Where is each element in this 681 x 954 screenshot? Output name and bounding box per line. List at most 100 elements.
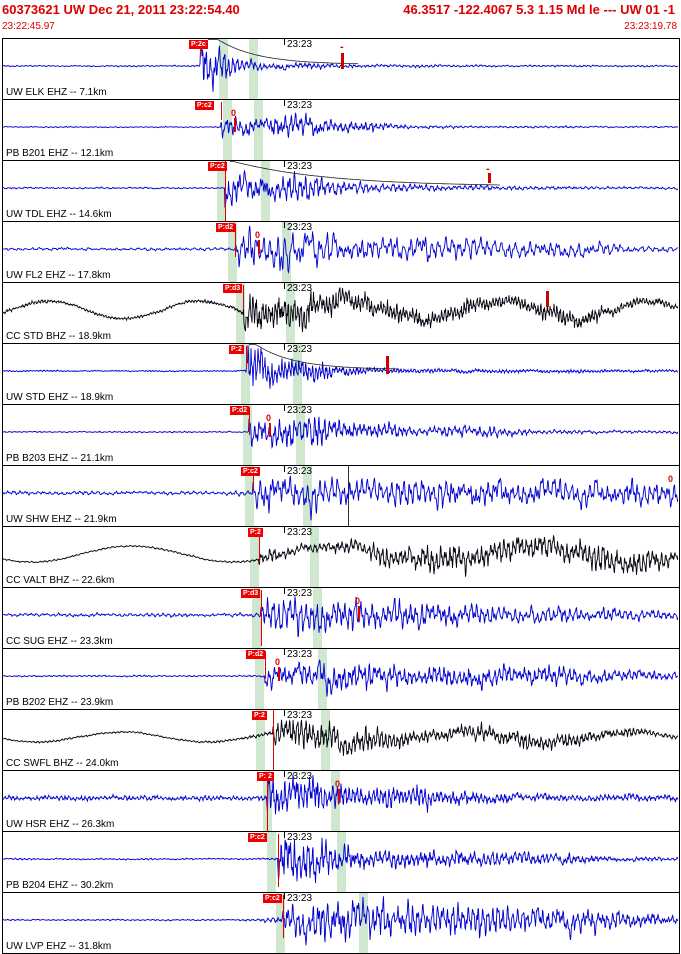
- trace-panel[interactable]: P:d2 0 23:23 UW FL2 EHZ -- 17.8km: [2, 221, 680, 283]
- s-window-band: [255, 649, 264, 709]
- trace-panel[interactable]: P:2 23:23 UW STD EHZ -- 18.9km: [2, 343, 680, 405]
- station-label: UW FL2 EHZ -- 17.8km: [6, 270, 111, 281]
- minute-tick: [284, 710, 285, 716]
- coda-zero-mark[interactable]: 0: [668, 474, 674, 484]
- coda-dash-mark[interactable]: -: [340, 41, 344, 53]
- coda-duration-mark[interactable]: [341, 53, 344, 69]
- p-pick-flag[interactable]: P:c2: [195, 101, 214, 110]
- trace-panel[interactable]: P:c2 23:23 PB B204 EHZ -- 30.2km: [2, 831, 680, 893]
- p-pick-flag[interactable]: P:d2: [246, 650, 266, 659]
- seismogram-waveform[interactable]: [3, 344, 678, 404]
- waveform-trace: [3, 475, 678, 521]
- p-pick-flag[interactable]: P:d3: [241, 589, 261, 598]
- station-label: PB B202 EHZ -- 23.9km: [6, 697, 114, 708]
- p-pick-line[interactable]: [283, 895, 284, 938]
- coda-zero-mark[interactable]: 0: [255, 230, 261, 240]
- coda-dash-mark[interactable]: -: [486, 163, 490, 175]
- coda-duration-mark[interactable]: [386, 356, 389, 374]
- minute-label: 23:23: [287, 527, 313, 538]
- coda-decay-curve: [230, 161, 500, 186]
- seismogram-waveform[interactable]: [3, 649, 678, 709]
- coda-zero-tick[interactable]: [234, 118, 236, 132]
- seismogram-waveform[interactable]: [3, 771, 678, 831]
- s-window-band: [313, 588, 322, 648]
- trace-panel[interactable]: P:2c - 23:23 UW ELK EHZ -- 7.1km: [2, 38, 680, 100]
- coda-zero-tick[interactable]: [358, 606, 360, 620]
- trace-panel[interactable]: P:2 23:23 CC VALT BHZ -- 22.6km: [2, 526, 680, 588]
- seismogram-waveform[interactable]: [3, 100, 678, 160]
- p-pick-line[interactable]: [273, 710, 274, 770]
- trace-panel[interactable]: P:c2 0 23:23 PB B201 EHZ -- 12.1km: [2, 99, 680, 161]
- p-pick-flag[interactable]: P:d2: [216, 223, 236, 232]
- trace-panel[interactable]: P:d3 0 23:23 CC SUG EHZ -- 23.3km: [2, 587, 680, 649]
- p-pick-line[interactable]: [253, 468, 254, 491]
- trace-panel[interactable]: P:c2 - 23:23 UW TDL EHZ -- 14.6km: [2, 160, 680, 222]
- p-pick-line[interactable]: [259, 529, 260, 562]
- p-pick-flag[interactable]: P:d3: [223, 284, 243, 293]
- p-pick-flag[interactable]: P:2: [248, 528, 263, 537]
- minute-tick: [284, 344, 285, 350]
- p-pick-flag[interactable]: P:c2: [248, 833, 267, 842]
- coda-zero-tick[interactable]: [269, 423, 271, 437]
- s-window-band: [310, 527, 319, 587]
- coda-zero-tick[interactable]: [278, 667, 280, 681]
- p-pick-line[interactable]: [246, 346, 247, 369]
- trace-panel[interactable]: P:2 23:23 CC SWFL BHZ -- 24.0km: [2, 709, 680, 771]
- seismogram-waveform[interactable]: [3, 161, 678, 221]
- seismogram-waveform[interactable]: [3, 588, 678, 648]
- p-pick-flag[interactable]: P:2: [252, 711, 267, 720]
- seismogram-waveform[interactable]: [3, 710, 678, 770]
- p-pick-line[interactable]: [265, 651, 266, 679]
- p-pick-line[interactable]: [261, 590, 262, 646]
- trace-panel[interactable]: P:c2 0 23:23 UW SHW EHZ -- 21.9km: [2, 465, 680, 527]
- coda-zero-mark[interactable]: 0: [355, 596, 361, 606]
- s-window-band: [228, 222, 237, 282]
- trace-panel[interactable]: P:d2 0 23:23 PB B203 EHZ -- 21.1km: [2, 404, 680, 466]
- p-pick-line[interactable]: [243, 285, 244, 308]
- p-pick-flag[interactable]: P:2c: [189, 40, 208, 49]
- seismogram-waveform[interactable]: [3, 405, 678, 465]
- p-pick-flag[interactable]: P:c2: [241, 467, 260, 476]
- p-pick-line[interactable]: [278, 834, 279, 887]
- trace-panel[interactable]: P:d2 0 23:23 PB B202 EHZ -- 23.9km: [2, 648, 680, 710]
- s-window-band: [303, 466, 312, 526]
- seismogram-waveform[interactable]: [3, 466, 678, 526]
- p-pick-flag[interactable]: P:2: [229, 345, 244, 354]
- trace-panel[interactable]: P:c2 23:23 UW LVP EHZ -- 31.8km: [2, 892, 680, 954]
- coda-decay-curve: [208, 39, 358, 65]
- p-pick-line[interactable]: [225, 161, 226, 221]
- coda-duration-mark[interactable]: [488, 173, 491, 183]
- minute-label: 23:23: [287, 344, 313, 355]
- s-window-band: [245, 466, 254, 526]
- seismogram-waveform[interactable]: [3, 832, 678, 892]
- p-pick-flag[interactable]: P: 2: [257, 772, 274, 781]
- p-pick-line[interactable]: [200, 41, 201, 57]
- seismogram-waveform[interactable]: [3, 39, 678, 99]
- waveform-trace: [3, 896, 678, 946]
- coda-zero-tick[interactable]: [258, 240, 260, 254]
- p-pick-line[interactable]: [267, 773, 268, 831]
- coda-duration-mark[interactable]: [546, 291, 549, 307]
- trace-panel[interactable]: P: 2 0 23:23 UW HSR EHZ -- 26.3km: [2, 770, 680, 832]
- p-pick-flag[interactable]: P:c2: [208, 162, 227, 171]
- p-pick-line[interactable]: [235, 224, 236, 257]
- coda-zero-mark[interactable]: 0: [335, 779, 341, 789]
- coda-zero-tick[interactable]: [338, 789, 340, 803]
- seismogram-waveform[interactable]: [3, 283, 678, 343]
- p-pick-line[interactable]: [249, 407, 250, 435]
- trace-panel[interactable]: P:d3 23:23 CC STD BHZ -- 18.9km: [2, 282, 680, 344]
- waveform-trace: [3, 535, 678, 577]
- seismogram-waveform[interactable]: [3, 222, 678, 282]
- coda-decay-curve: [249, 344, 399, 370]
- seismogram-waveform[interactable]: [3, 527, 678, 587]
- seismogram-waveform[interactable]: [3, 893, 678, 953]
- p-pick-flag[interactable]: P:c2: [263, 894, 282, 903]
- coda-zero-mark[interactable]: 0: [266, 413, 272, 423]
- station-label: UW SHW EHZ -- 21.9km: [6, 514, 117, 525]
- coda-zero-mark[interactable]: 0: [231, 108, 237, 118]
- minute-tick: [284, 649, 285, 655]
- p-pick-flag[interactable]: P:d2: [230, 406, 250, 415]
- p-pick-line[interactable]: [221, 102, 222, 120]
- coda-zero-mark[interactable]: 0: [275, 657, 281, 667]
